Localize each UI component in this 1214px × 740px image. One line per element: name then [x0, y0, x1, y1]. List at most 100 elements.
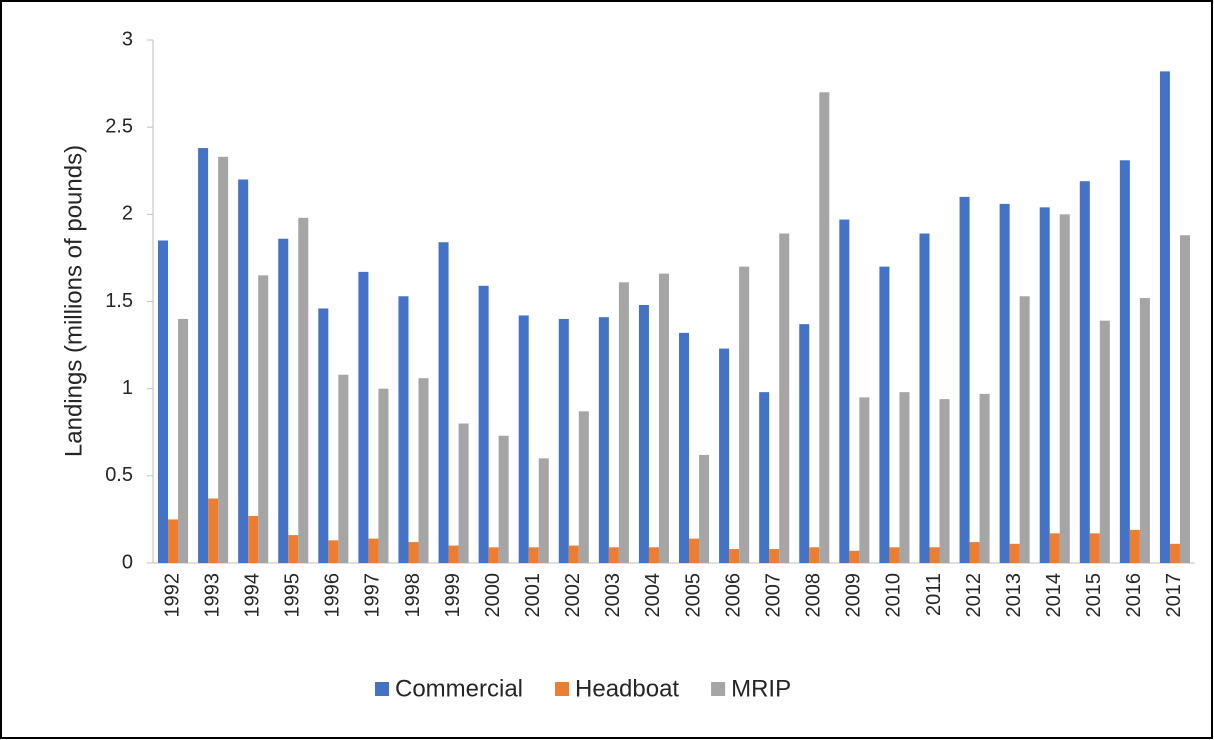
bar	[889, 547, 900, 563]
bar	[979, 393, 990, 563]
x-tick-label: 2015	[1083, 573, 1105, 618]
y-axis-title: Landings (millions of pounds)	[60, 145, 87, 457]
bar	[819, 92, 830, 564]
y-tick-label: 1	[122, 377, 133, 399]
bar	[638, 304, 649, 563]
bar	[198, 148, 209, 563]
bar	[458, 423, 469, 563]
bar	[178, 318, 189, 563]
bar	[158, 240, 169, 563]
bar	[448, 545, 459, 563]
x-tick-label: 1999	[442, 573, 464, 618]
bar	[1079, 181, 1090, 563]
y-tick-label: 1.5	[105, 290, 133, 312]
x-tick-label: 1992	[161, 573, 183, 618]
bar	[478, 285, 489, 563]
bar	[1119, 160, 1130, 564]
bar	[338, 374, 349, 563]
bar	[1049, 533, 1060, 563]
bar	[959, 196, 970, 563]
bar	[248, 515, 259, 563]
bar	[719, 348, 730, 563]
legend-label: Commercial	[395, 675, 523, 702]
bar	[1009, 543, 1020, 563]
bar	[1059, 214, 1070, 564]
bar	[769, 549, 780, 563]
legend-swatch	[555, 682, 570, 696]
x-tick-label: 2008	[803, 573, 825, 618]
bar	[208, 498, 219, 563]
bar	[839, 219, 850, 563]
bar	[999, 203, 1010, 563]
bar	[919, 233, 930, 563]
legend-swatch	[375, 682, 389, 696]
y-tick-label: 2	[122, 203, 133, 225]
bar	[1169, 543, 1180, 563]
bar	[759, 392, 770, 563]
x-tick-label: 1998	[402, 573, 424, 618]
bar	[1089, 533, 1100, 563]
x-tick-label: 2010	[883, 573, 905, 618]
x-tick-label: 1993	[201, 573, 223, 618]
x-tick-label: 2012	[963, 573, 985, 618]
bar	[899, 392, 910, 563]
bar	[809, 547, 820, 563]
bar	[578, 411, 589, 563]
bar	[298, 217, 309, 563]
bar	[538, 458, 549, 563]
bar	[528, 547, 539, 563]
bar	[598, 317, 609, 563]
bar	[558, 318, 569, 563]
bar	[218, 156, 229, 563]
bar	[238, 179, 249, 563]
bar	[739, 266, 750, 563]
x-tick-label: 1996	[322, 573, 344, 618]
bar	[1039, 207, 1050, 564]
bar	[418, 378, 429, 563]
x-tick-label: 2000	[482, 573, 504, 618]
x-tick-label: 2004	[642, 573, 664, 618]
bar	[288, 535, 299, 563]
bar	[498, 435, 509, 563]
bar	[658, 273, 669, 563]
x-tick-label: 2003	[602, 573, 624, 618]
x-tick-label: 2005	[682, 573, 704, 618]
bar	[1019, 296, 1030, 563]
bar	[799, 324, 810, 563]
x-tick-label: 2007	[762, 573, 784, 618]
bar	[168, 519, 179, 563]
bar	[608, 547, 619, 563]
y-tick-label: 2.5	[105, 115, 133, 137]
bar	[258, 275, 269, 563]
bar	[368, 538, 379, 563]
bar	[568, 545, 579, 563]
x-tick-label: 2002	[562, 573, 584, 618]
bar	[408, 542, 419, 563]
bar	[969, 542, 980, 563]
bar	[1129, 529, 1140, 563]
bar	[689, 538, 700, 563]
legend-swatch	[711, 682, 726, 696]
bar	[779, 233, 790, 563]
bar	[1139, 298, 1150, 563]
x-tick-label: 2009	[843, 573, 865, 618]
y-tick-label: 3	[122, 28, 133, 50]
bar	[939, 399, 950, 563]
x-tick-label: 2016	[1123, 573, 1145, 618]
bar	[879, 266, 890, 563]
bar	[1159, 71, 1170, 563]
bar	[1179, 235, 1190, 563]
bar	[358, 271, 369, 563]
x-tick-label: 1997	[362, 573, 384, 618]
bar	[398, 296, 409, 563]
bar	[648, 547, 659, 563]
bar	[378, 388, 389, 563]
bar	[618, 282, 629, 563]
legend-label: Headboat	[575, 675, 679, 702]
bar	[318, 308, 329, 563]
bar	[278, 238, 289, 564]
bar	[729, 549, 740, 563]
x-tick-label: 2006	[722, 573, 744, 618]
bar	[679, 332, 690, 563]
